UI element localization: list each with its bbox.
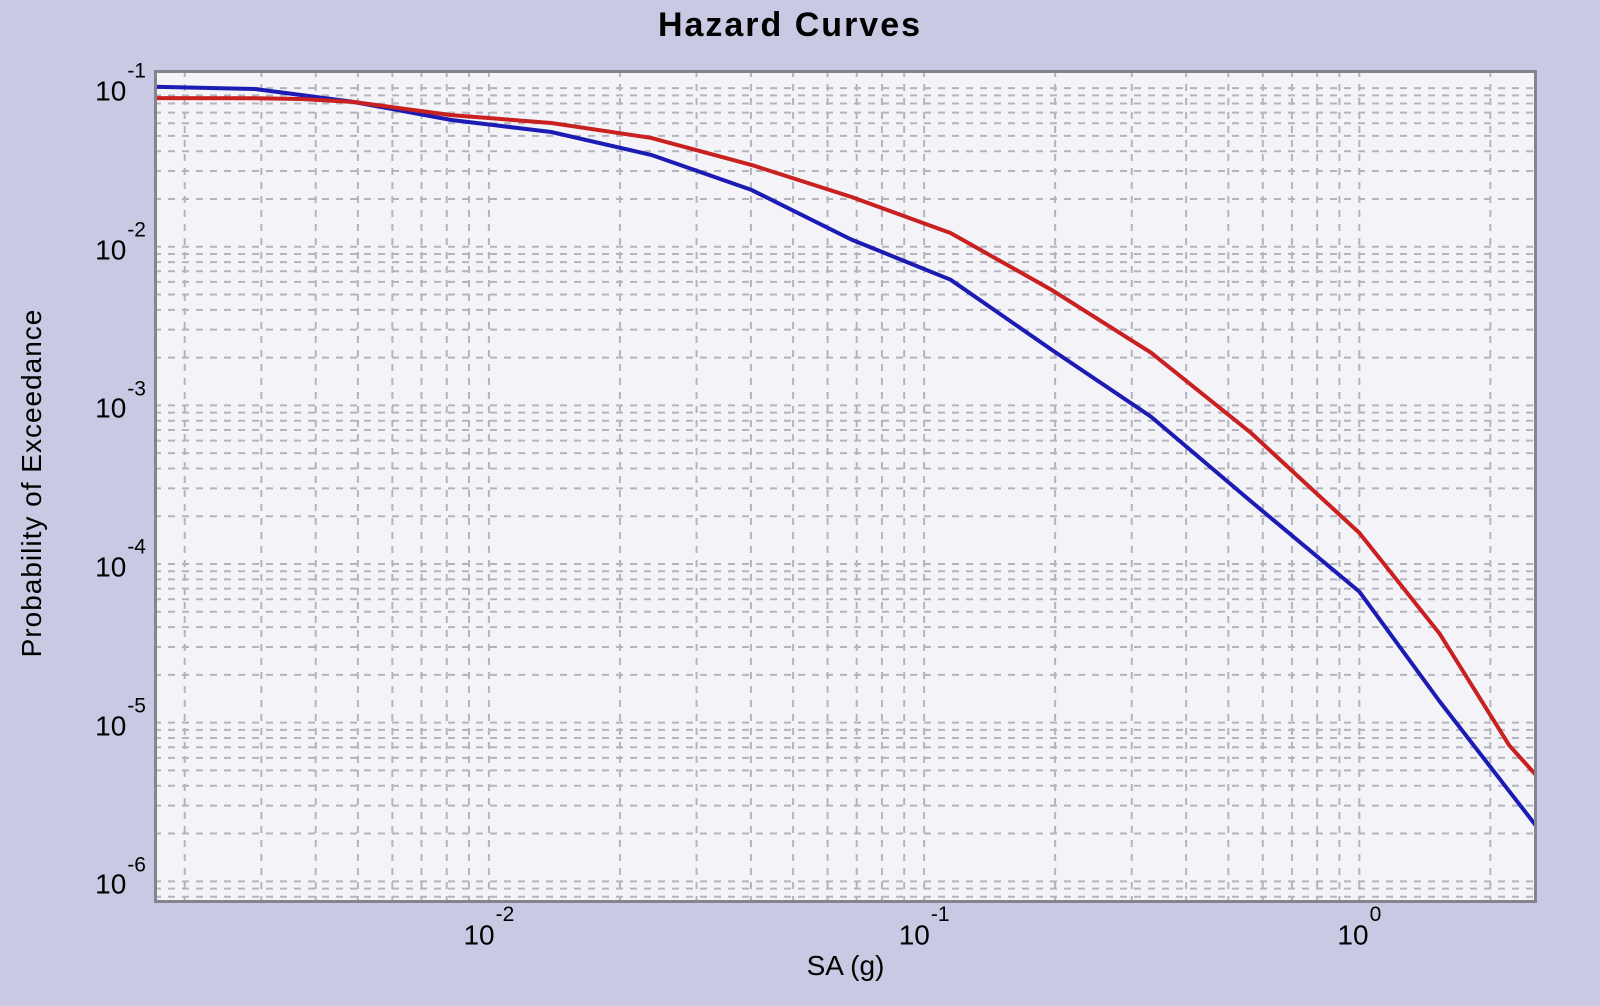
- red-curve: [154, 96, 1537, 779]
- y-tick-label: 10-6: [95, 853, 146, 900]
- chart-title: Hazard Curves: [657, 6, 923, 44]
- y-tick-label: 10-4: [95, 535, 146, 583]
- y-tick-label: 10-1: [95, 59, 146, 107]
- plot-area: [154, 70, 1537, 903]
- y-tick-label: 10-3: [95, 377, 146, 425]
- y-tick-label: 10-5: [95, 694, 146, 742]
- y-axis-title: Probability of Exceedance: [16, 308, 47, 658]
- y-tick-label: 10-2: [95, 218, 146, 266]
- x-axis-title: SA (g): [806, 950, 885, 981]
- x-tick-label: 100: [1337, 903, 1382, 951]
- x-tick-label: 10-2: [463, 903, 515, 951]
- x-tick-label: 10-1: [898, 903, 950, 951]
- axes-border: [154, 70, 1537, 903]
